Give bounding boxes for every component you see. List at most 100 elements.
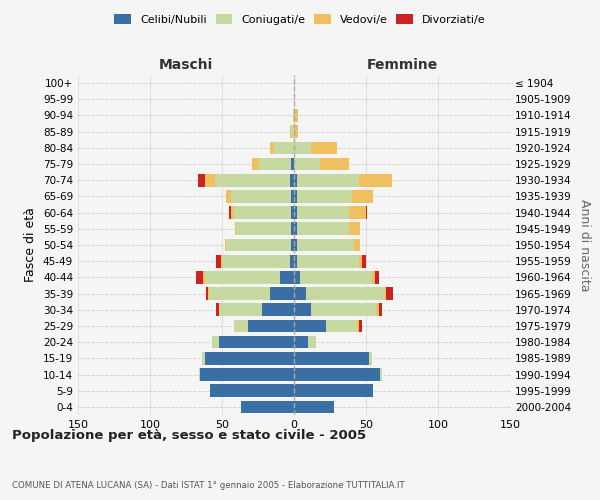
Bar	[379, 304, 382, 316]
Bar	[369, 352, 372, 364]
Bar	[294, 174, 297, 186]
Bar	[297, 222, 349, 235]
Bar	[305, 288, 385, 300]
Bar	[297, 190, 352, 202]
Bar	[216, 255, 221, 268]
Bar	[385, 288, 386, 300]
Bar	[294, 304, 311, 316]
Bar	[291, 126, 294, 138]
Bar	[219, 304, 262, 316]
Bar	[376, 304, 379, 316]
Bar	[311, 304, 376, 316]
Bar	[297, 255, 359, 268]
Bar	[216, 304, 219, 316]
Bar	[293, 109, 294, 122]
Bar	[290, 255, 294, 268]
Bar	[205, 271, 280, 283]
Bar	[372, 271, 374, 283]
Bar	[221, 255, 222, 268]
Bar	[208, 288, 209, 300]
Bar	[202, 352, 205, 364]
Bar	[297, 174, 359, 186]
Bar	[294, 336, 308, 348]
Bar	[294, 368, 380, 381]
Bar	[290, 126, 291, 138]
Bar	[374, 271, 379, 283]
Bar	[230, 206, 233, 219]
Bar	[215, 174, 290, 186]
Bar	[211, 384, 294, 397]
Text: COMUNE DI ATENA LUCANA (SA) - Dati ISTAT 1° gennaio 2005 - Elaborazione TUTTITAL: COMUNE DI ATENA LUCANA (SA) - Dati ISTAT…	[12, 481, 404, 490]
Bar	[294, 400, 334, 413]
Bar	[294, 352, 369, 364]
Bar	[291, 238, 294, 252]
Bar	[366, 206, 367, 219]
Bar	[248, 320, 294, 332]
Bar	[236, 222, 291, 235]
Bar	[226, 190, 230, 202]
Y-axis label: Anni di nascita: Anni di nascita	[578, 198, 591, 291]
Bar	[294, 238, 297, 252]
Bar	[205, 352, 294, 364]
Bar	[203, 271, 205, 283]
Bar	[199, 368, 200, 381]
Bar	[269, 288, 294, 300]
Bar	[294, 384, 373, 397]
Bar	[294, 93, 295, 106]
Bar	[252, 158, 259, 170]
Bar	[233, 320, 248, 332]
Bar	[326, 320, 358, 332]
Bar	[241, 400, 294, 413]
Bar	[212, 336, 219, 348]
Bar	[294, 109, 295, 122]
Bar	[311, 142, 337, 154]
Bar	[294, 190, 297, 202]
Bar	[233, 206, 291, 219]
Bar	[219, 336, 294, 348]
Bar	[290, 174, 294, 186]
Bar	[349, 222, 360, 235]
Bar	[294, 255, 297, 268]
Bar	[300, 271, 372, 283]
Bar	[295, 109, 298, 122]
Bar	[291, 206, 294, 219]
Legend: Celibi/Nubili, Coniugati/e, Vedovi/e, Divorziati/e: Celibi/Nubili, Coniugati/e, Vedovi/e, Di…	[111, 10, 489, 28]
Bar	[308, 336, 316, 348]
Bar	[320, 158, 349, 170]
Bar	[294, 206, 297, 219]
Bar	[229, 206, 230, 219]
Bar	[222, 255, 290, 268]
Bar	[297, 206, 349, 219]
Bar	[294, 288, 305, 300]
Bar	[355, 238, 360, 252]
Bar	[291, 222, 294, 235]
Bar	[225, 238, 226, 252]
Bar	[294, 271, 300, 283]
Text: Maschi: Maschi	[159, 58, 213, 72]
Bar	[386, 288, 394, 300]
Bar	[235, 222, 236, 235]
Bar	[359, 255, 362, 268]
Bar	[291, 190, 294, 202]
Bar	[359, 174, 392, 186]
Bar	[226, 238, 291, 252]
Bar	[362, 255, 366, 268]
Bar	[197, 174, 205, 186]
Bar	[291, 158, 294, 170]
Bar	[280, 271, 294, 283]
Bar	[196, 271, 203, 283]
Bar	[205, 174, 215, 186]
Bar	[359, 320, 362, 332]
Bar	[262, 304, 294, 316]
Bar	[274, 142, 294, 154]
Bar	[294, 222, 297, 235]
Bar	[294, 158, 320, 170]
Text: Femmine: Femmine	[367, 58, 437, 72]
Bar	[352, 190, 373, 202]
Bar	[297, 238, 355, 252]
Bar	[230, 190, 291, 202]
Y-axis label: Fasce di età: Fasce di età	[25, 208, 37, 282]
Bar	[294, 126, 295, 138]
Bar	[349, 206, 366, 219]
Bar	[259, 158, 291, 170]
